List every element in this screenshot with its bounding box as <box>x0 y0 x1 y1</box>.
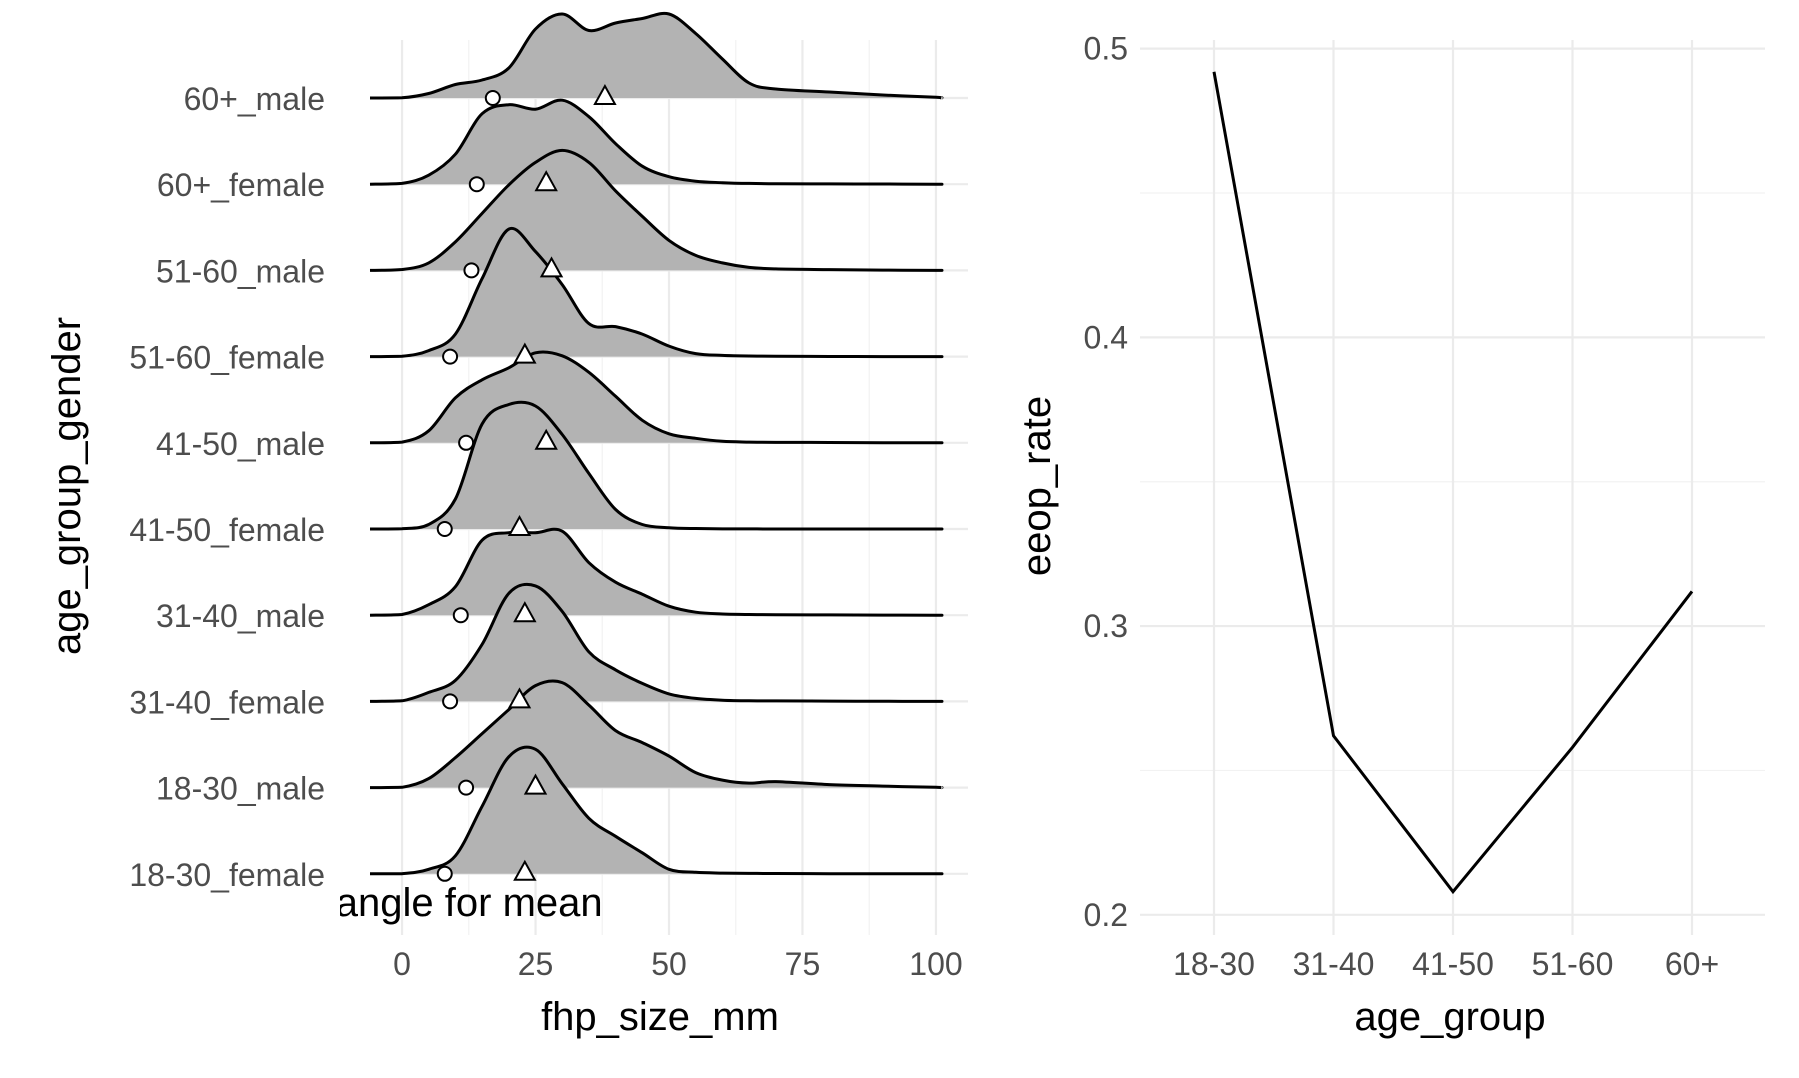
ridge-y-tick-label: 60+_female <box>157 167 325 203</box>
ridge-y-tick-label: 31-40_female <box>129 684 325 720</box>
line-plot-panel: 0.2 0.3 0.4 0.5 18-30 31-40 41-50 51-60 60+ age… <box>1015 31 1765 1039</box>
mean-marker-18-30_female <box>513 859 537 881</box>
sd-marker-51-60_male <box>463 262 480 279</box>
line-gridlines <box>1140 40 1765 935</box>
ridge-y-tick-label: 51-60_female <box>129 340 325 376</box>
mean-marker-51-60_male <box>539 256 564 278</box>
mean-marker-31-40_female <box>507 687 532 709</box>
line-y-tick-label: 0.2 <box>1084 897 1128 933</box>
line-x-tick-label: 31-40 <box>1293 946 1375 982</box>
ridge-y-axis-title: age_group_gender <box>45 317 89 655</box>
ridge-y-tick-label: 60+_male <box>184 81 325 117</box>
line-x-tick-label: 60+ <box>1665 946 1719 982</box>
ridge-y-tick-label: 41-50_female <box>129 512 325 548</box>
ridge-outline-18-30_male <box>369 679 944 790</box>
ridge-y-tick-label: 31-40_male <box>156 598 325 634</box>
ridge-area-41-50_female <box>370 402 942 529</box>
sd-marker-41-50_female <box>436 521 453 537</box>
ridge-area-60+_male <box>370 13 942 99</box>
mean-marker-31-40_male <box>513 601 537 623</box>
ridge-x-axis-title: fhp_size_mm <box>541 995 779 1039</box>
line-y-tick-labels: 0.2 0.3 0.4 0.5 <box>1084 31 1128 933</box>
line-x-tick-labels: 18-30 31-40 41-50 51-60 60+ <box>1173 946 1719 982</box>
ridge-outline-18-30_female <box>369 745 944 876</box>
ridge-x-tick-label: 75 <box>785 946 821 982</box>
ridge-x-tick-label: 100 <box>909 946 962 982</box>
ridge-outline-51-60_male <box>369 148 944 272</box>
ridge-y-tick-label: 51-60_male <box>156 253 325 289</box>
mean-marker-41-50_male <box>534 428 558 450</box>
eeop-rate-line <box>1212 71 1694 895</box>
ridge-outline-60+_female <box>369 98 944 186</box>
sd-marker-31-40_female <box>442 693 459 710</box>
sd-marker-41-50_male <box>458 434 475 451</box>
ridge-y-tick-label: 41-50_male <box>156 426 325 462</box>
ridge-x-tick-labels: 0 25 50 75 100 <box>393 946 963 982</box>
sd-marker-31-40_male <box>452 607 469 624</box>
ridge-y-tick-labels: 60+_male 60+_female 51-60_male 51-60_female… <box>129 81 325 893</box>
ridge-markers <box>436 83 617 882</box>
ridge-plot-panel: 60+_male 60+_female 51-60_male 51-60_female… <box>45 11 968 1039</box>
sd-marker-60+_female <box>468 176 485 193</box>
ridge-area-51-60_female <box>370 228 942 357</box>
line-x-tick-label: 51-60 <box>1532 946 1614 982</box>
ridge-x-tick-label: 50 <box>651 946 687 982</box>
ridge-annotation: sd, triangle for mean <box>238 881 603 925</box>
sd-marker-60+_male <box>484 90 501 106</box>
ridge-y-tick-label: 18-30_female <box>129 857 325 893</box>
sd-marker-18-30_male <box>458 779 475 796</box>
line-series <box>1212 71 1694 895</box>
ridge-x-tick-label: 25 <box>518 946 554 982</box>
ridge-outline-41-50_female <box>369 400 944 531</box>
ridge-outline-60+_male <box>369 11 944 100</box>
ridge-y-tick-label: 18-30_male <box>156 771 325 807</box>
sd-marker-51-60_female <box>442 348 459 365</box>
ridge-area-60+_female <box>370 100 942 185</box>
ridge-outline-51-60_female <box>369 226 944 359</box>
mean-marker-51-60_female <box>513 342 537 364</box>
mean-marker-18-30_male <box>523 773 548 795</box>
sd-marker-18-30_female <box>436 865 453 882</box>
line-y-tick-label: 0.5 <box>1084 31 1128 67</box>
mean-marker-60+_female <box>534 170 558 192</box>
ridge-densities <box>369 11 944 876</box>
ridge-outline-41-50_male <box>369 350 944 445</box>
mean-marker-41-50_female <box>507 514 532 536</box>
ridge-area-18-30_female <box>370 747 942 874</box>
ridge-outline-31-40_male <box>369 527 944 617</box>
line-x-tick-label: 18-30 <box>1173 946 1255 982</box>
ridge-area-31-40_female <box>370 584 942 702</box>
ridge-x-tick-label: 0 <box>393 946 411 982</box>
line-y-tick-label: 0.4 <box>1084 319 1128 355</box>
line-y-tick-label: 0.3 <box>1084 608 1128 644</box>
line-y-axis-title: eeop_rate <box>1015 396 1059 576</box>
line-x-tick-label: 41-50 <box>1412 946 1494 982</box>
mean-marker-60+_male <box>593 83 617 105</box>
ridge-outline-31-40_female <box>369 582 944 703</box>
line-x-axis-title: age_group <box>1354 995 1545 1039</box>
